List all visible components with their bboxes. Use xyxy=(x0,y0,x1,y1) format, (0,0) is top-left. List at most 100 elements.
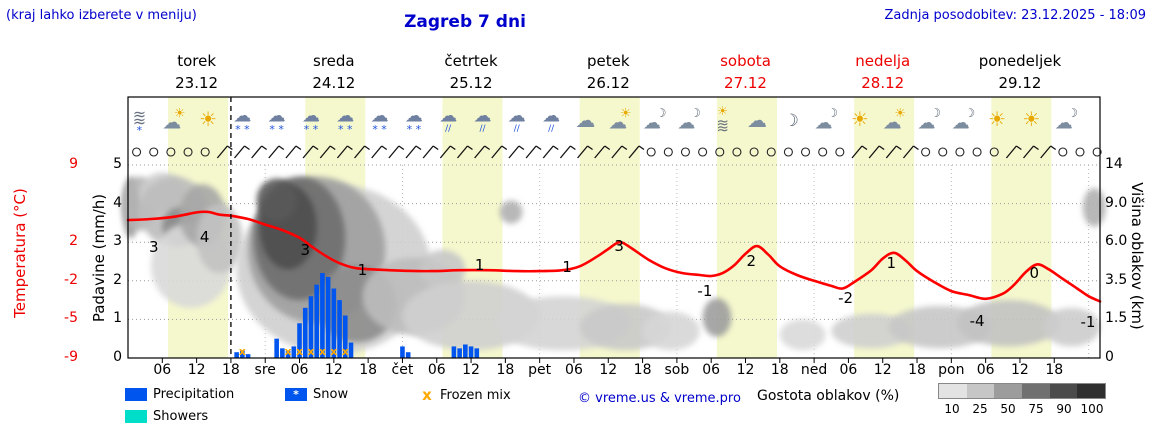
wind-barb-icon xyxy=(913,145,919,151)
snow-cloud-icon: * * xyxy=(372,123,387,136)
day-header-name: torek xyxy=(177,52,217,70)
rain-cloud-icon: // xyxy=(479,124,486,134)
cloud-density-segment xyxy=(1049,384,1078,398)
precipitation-bar xyxy=(234,352,239,358)
cloud-density-blob xyxy=(1042,307,1100,347)
cloud-height-tick-label: 1.5 xyxy=(1105,310,1128,327)
wind-barb-icon xyxy=(628,145,640,159)
x-tick-label: 12 xyxy=(736,362,755,378)
day-header-name: sobota xyxy=(720,52,771,70)
wind-calm-icon xyxy=(183,147,193,157)
wind-calm-icon xyxy=(800,147,811,157)
x-tick-label: 18 xyxy=(359,362,378,378)
wind-calm-icon xyxy=(166,147,176,157)
x-tick-label: čet xyxy=(391,362,414,378)
wind-barb-icon xyxy=(851,145,863,159)
wind-barb-icon xyxy=(552,145,559,151)
wind-calm-icon xyxy=(1092,147,1102,157)
day-header-date: 23.12 xyxy=(175,74,219,92)
precipitation-tick-label: 2 xyxy=(113,271,122,288)
precipitation-bar xyxy=(325,276,331,358)
wind-barb-icon xyxy=(415,145,422,151)
wind-barb-icon xyxy=(233,145,245,159)
wind-calm-icon xyxy=(835,147,845,157)
x-tick-label: 18 xyxy=(221,362,240,378)
cloud-sun-icon: ☀ xyxy=(894,107,906,122)
x-tick-label: 12 xyxy=(599,362,618,378)
cloud-density-segment xyxy=(1077,384,1106,398)
day-header-date: 24.12 xyxy=(312,74,356,92)
page-title: Zagreb 7 dni xyxy=(404,12,526,32)
legend-precipitation-label: Precipitation xyxy=(153,387,235,402)
wind-calm-icon xyxy=(680,147,691,157)
cloud-density-blob xyxy=(419,249,466,289)
snow-cloud-icon: ☁ xyxy=(405,105,423,126)
day-header-date: 26.12 xyxy=(586,74,630,92)
wind-barb-icon xyxy=(484,145,491,151)
wind-barb-icon xyxy=(542,145,554,159)
showers-swatch xyxy=(125,410,147,423)
precipitation-bar xyxy=(308,296,314,358)
wind-barb-icon xyxy=(439,145,451,159)
wind-barb-icon xyxy=(319,145,331,159)
moon-cloud-icon: ☁ xyxy=(815,112,833,133)
wind-barb-icon xyxy=(1040,145,1052,159)
wind-barb-icon xyxy=(501,145,508,151)
frozen-mix-icon: x xyxy=(342,345,349,358)
precipitation-bar xyxy=(245,354,251,358)
cloud-density-blob xyxy=(499,200,523,224)
wind-barb-icon xyxy=(868,145,880,159)
cloud-density-tick-label: 50 xyxy=(1000,402,1016,416)
wind-barb-icon xyxy=(1050,145,1057,151)
precipitation-swatch xyxy=(125,388,147,401)
frozen-mix-icon: x xyxy=(285,345,292,358)
legend-frozen-mix: x Frozen mix xyxy=(420,386,511,404)
wind-barb-icon xyxy=(364,145,370,151)
wind-barb-icon xyxy=(1023,145,1035,159)
precipitation-bar xyxy=(337,300,342,358)
wind-barb-icon xyxy=(577,145,589,159)
precipitation-bar xyxy=(291,346,297,358)
wind-barb-icon xyxy=(604,145,611,151)
precipitation-bar xyxy=(451,346,457,358)
cloud-density-segment xyxy=(966,384,995,398)
wind-calm-icon xyxy=(921,147,931,157)
menu-hint: (kraj lahko izberete v meniju) xyxy=(6,8,197,23)
precipitation-bar xyxy=(405,352,411,358)
wind-barb-icon xyxy=(251,145,263,159)
wind-calm-icon xyxy=(749,147,759,157)
wind-calm-icon xyxy=(783,147,793,157)
wind-barb-icon xyxy=(518,145,525,151)
fog-snow-icon: * xyxy=(137,124,143,137)
wind-barb-icon xyxy=(456,145,468,159)
precipitation-bar xyxy=(240,350,245,358)
x-tick-label: 12 xyxy=(462,362,480,378)
cloud-sun-icon: ☀ xyxy=(174,107,186,122)
moon-cloud-icon: ☁ xyxy=(1055,112,1073,133)
cloud-density-scale-title: Gostota oblakov (%) xyxy=(757,388,900,404)
copyright-link[interactable]: © vreme.us & vreme.pro xyxy=(578,391,741,406)
wind-barb-icon xyxy=(1016,145,1022,151)
wind-calm-icon xyxy=(1058,147,1068,157)
wind-barb-icon xyxy=(449,145,456,151)
wind-barb-icon xyxy=(312,145,319,151)
wind-barb-icon xyxy=(261,145,268,151)
moon-cloud-icon: ☁ xyxy=(677,112,695,133)
temperature-value-label: 1 xyxy=(475,256,485,274)
wind-calm-icon xyxy=(938,147,948,157)
plot-frame xyxy=(127,96,1101,359)
precipitation-bar xyxy=(302,307,308,358)
sun-icon: ☀ xyxy=(851,107,869,131)
wind-barb-icon xyxy=(336,145,348,159)
wind-barb-icon xyxy=(226,145,233,151)
wind-barb-icon xyxy=(381,145,388,151)
temperature-curve xyxy=(126,210,1102,303)
wind-barb-icon xyxy=(508,145,520,159)
wind-calm-icon xyxy=(732,147,742,157)
rain-cloud-icon: ☁ xyxy=(473,105,491,126)
temperature-value-label: -2 xyxy=(838,289,853,307)
wind-barb-icon xyxy=(388,145,400,159)
temperature-tick-label: -5 xyxy=(64,310,78,327)
x-tick-label: 18 xyxy=(908,362,926,378)
cloud-icon: ☁ xyxy=(575,108,595,132)
